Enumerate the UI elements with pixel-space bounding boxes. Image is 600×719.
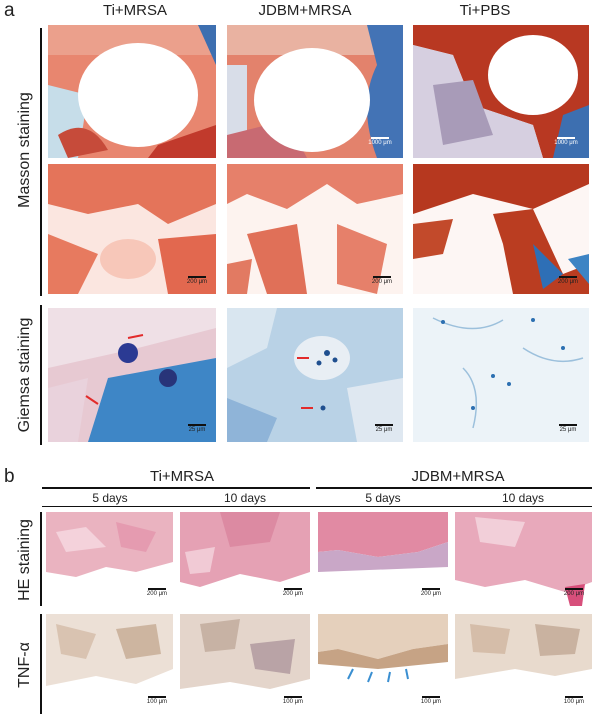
column-header-ti-pbs: Ti+PBS <box>459 2 511 19</box>
panel-b-letter: b <box>4 466 15 487</box>
scale-bar-masson-high-jdbm: 200 μm <box>369 276 395 285</box>
row-label-masson: Masson staining <box>16 92 33 208</box>
scale-bar-he-ti-10: 200 μm <box>280 588 306 597</box>
masson-high-jdbm-mrsa-image: 200 μm <box>227 164 403 294</box>
scale-bar-masson-high-ti-pbs: 200 μm <box>555 276 581 285</box>
timepoint-ti-5-days: 5 days <box>92 491 128 505</box>
panel-a-letter: a <box>4 0 15 21</box>
scale-label: 25 μm <box>188 427 206 433</box>
group-underline-ti-mrsa <box>42 487 310 489</box>
masson-high-ti-pbs-image: 200 μm <box>413 164 589 294</box>
group-header-ti-mrsa: Ti+MRSA <box>149 468 215 485</box>
group-underline-jdbm-mrsa <box>316 487 592 489</box>
timepoint-jdbm-10-days: 10 days <box>501 491 545 505</box>
masson-low-ti-mrsa-image <box>48 25 216 158</box>
tnf-ti-5-days-image: 100 μm <box>46 614 173 714</box>
he-ti-10-days-image: 200 μm <box>180 512 310 606</box>
scale-label: 200 μm <box>146 591 168 597</box>
scale-bar-giemsa-ti-pbs: 25 μm <box>555 424 581 433</box>
row-divider-masson <box>40 28 42 296</box>
scale-label: 200 μm <box>557 279 579 285</box>
scale-bar-masson-low-jdbm: 1000 μm <box>367 137 393 146</box>
scale-label: 200 μm <box>186 279 208 285</box>
scale-label: 100 μm <box>420 699 442 705</box>
scale-bar-he-jdbm-10: 200 μm <box>561 588 587 597</box>
masson-low-ti-pbs-image: 1000 μm <box>413 25 589 158</box>
scale-label: 1000 μm <box>368 140 392 146</box>
row-divider-giemsa <box>40 305 42 445</box>
group-header-jdbm-mrsa: JDBM+MRSA <box>411 468 505 485</box>
timepoint-jdbm-5-days: 5 days <box>365 491 401 505</box>
scale-bar-tnf-ti-10: 100 μm <box>280 696 306 705</box>
row-label-giemsa: Giemsa staining <box>16 317 33 433</box>
scale-bar-tnf-jdbm-5: 100 μm <box>418 696 444 705</box>
column-header-jdbm-mrsa: JDBM+MRSA <box>258 2 352 19</box>
scale-bar-masson-low-ti-pbs: 1000 μm <box>553 137 579 146</box>
scale-label: 200 μm <box>420 591 442 597</box>
tnf-jdbm-5-days-image: 100 μm <box>318 614 448 714</box>
row-label-tnf: TNF-α <box>16 642 33 688</box>
scale-bar-he-jdbm-5: 200 μm <box>418 588 444 597</box>
scale-label: 25 μm <box>559 427 577 433</box>
he-jdbm-10-days-image: 200 μm <box>455 512 592 606</box>
scale-bar-tnf-jdbm-10: 100 μm <box>561 696 587 705</box>
scale-bar-tnf-ti-5: 100 μm <box>144 696 170 705</box>
giemsa-ti-mrsa-image: 25 μm <box>48 308 216 442</box>
scale-label: 100 μm <box>282 699 304 705</box>
scale-label: 200 μm <box>371 279 393 285</box>
scale-label: 200 μm <box>563 591 585 597</box>
timepoint-underline <box>42 506 592 507</box>
scale-label: 100 μm <box>146 699 168 705</box>
timepoint-ti-10-days: 10 days <box>223 491 267 505</box>
tnf-ti-10-days-image: 100 μm <box>180 614 310 714</box>
he-ti-5-days-image: 200 μm <box>46 512 173 606</box>
scale-label: 25 μm <box>375 427 393 433</box>
giemsa-jdbm-mrsa-image: 25 μm <box>227 308 403 442</box>
giemsa-ti-pbs-image: 25 μm <box>413 308 589 442</box>
tnf-jdbm-10-days-image: 100 μm <box>455 614 592 714</box>
column-header-ti-mrsa: Ti+MRSA <box>102 2 168 19</box>
scale-bar-giemsa-jdbm: 25 μm <box>371 424 397 433</box>
scale-label: 200 μm <box>282 591 304 597</box>
row-label-he: HE staining <box>16 519 33 601</box>
he-jdbm-5-days-image: 200 μm <box>318 512 448 606</box>
scale-bar-masson-high-ti-mrsa: 200 μm <box>184 276 210 285</box>
row-divider-tnf <box>40 614 42 714</box>
scale-label: 1000 μm <box>554 140 578 146</box>
scale-bar-giemsa-ti-mrsa: 25 μm <box>184 424 210 433</box>
masson-low-jdbm-mrsa-image: 1000 μm <box>227 25 403 158</box>
row-divider-he <box>40 512 42 606</box>
masson-high-ti-mrsa-image: 200 μm <box>48 164 216 294</box>
scale-label: 100 μm <box>563 699 585 705</box>
scale-bar-he-ti-5: 200 μm <box>144 588 170 597</box>
